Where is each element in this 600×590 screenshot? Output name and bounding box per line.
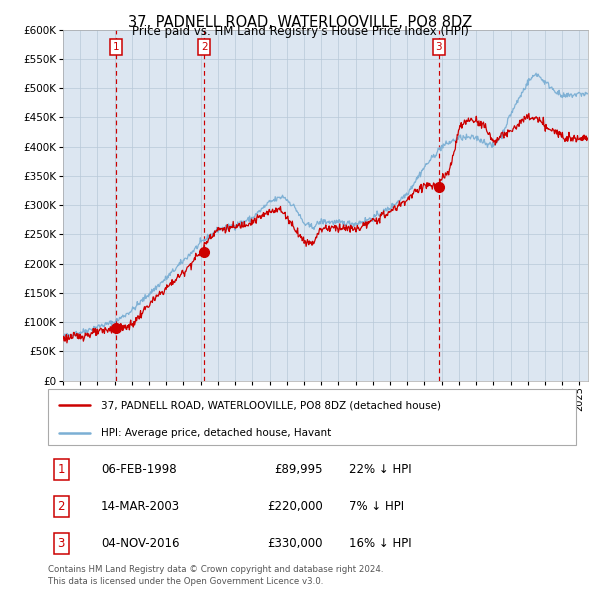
Text: 2: 2 (201, 42, 208, 52)
Text: 16% ↓ HPI: 16% ↓ HPI (349, 537, 412, 550)
Text: 37, PADNELL ROAD, WATERLOOVILLE, PO8 8DZ: 37, PADNELL ROAD, WATERLOOVILLE, PO8 8DZ (128, 15, 472, 30)
Text: £330,000: £330,000 (267, 537, 323, 550)
FancyBboxPatch shape (48, 389, 576, 445)
Text: £220,000: £220,000 (267, 500, 323, 513)
Text: This data is licensed under the Open Government Licence v3.0.: This data is licensed under the Open Gov… (48, 577, 323, 586)
Text: 7% ↓ HPI: 7% ↓ HPI (349, 500, 404, 513)
Text: £89,995: £89,995 (274, 463, 323, 476)
Text: 06-FEB-1998: 06-FEB-1998 (101, 463, 176, 476)
Text: 14-MAR-2003: 14-MAR-2003 (101, 500, 180, 513)
Text: 2: 2 (58, 500, 65, 513)
Text: 22% ↓ HPI: 22% ↓ HPI (349, 463, 412, 476)
Text: 3: 3 (58, 537, 65, 550)
Text: 1: 1 (58, 463, 65, 476)
Text: Price paid vs. HM Land Registry's House Price Index (HPI): Price paid vs. HM Land Registry's House … (131, 25, 469, 38)
Text: 3: 3 (436, 42, 442, 52)
Text: HPI: Average price, detached house, Havant: HPI: Average price, detached house, Hava… (101, 428, 331, 438)
Text: 1: 1 (113, 42, 119, 52)
Text: 37, PADNELL ROAD, WATERLOOVILLE, PO8 8DZ (detached house): 37, PADNELL ROAD, WATERLOOVILLE, PO8 8DZ… (101, 400, 441, 410)
Text: Contains HM Land Registry data © Crown copyright and database right 2024.: Contains HM Land Registry data © Crown c… (48, 565, 383, 574)
Text: 04-NOV-2016: 04-NOV-2016 (101, 537, 179, 550)
